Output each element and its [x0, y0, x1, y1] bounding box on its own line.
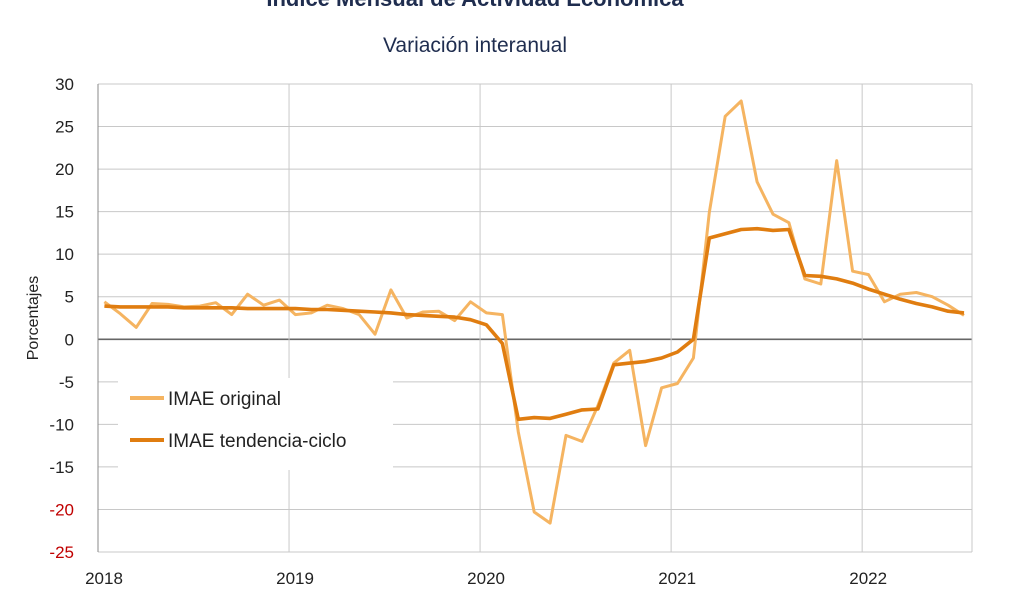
x-tick-label: 2021: [658, 569, 696, 588]
y-tick-label: 20: [55, 160, 74, 179]
y-tick-label: 30: [55, 75, 74, 94]
series-points-1: [104, 228, 965, 420]
y-tick-label: -5: [59, 373, 74, 392]
series-lines: [103, 99, 965, 525]
x-tick-label: 2022: [849, 569, 887, 588]
x-tick-label: 2018: [85, 569, 123, 588]
chart-title: Índice Mensual de Actividad Económica: [0, 0, 950, 12]
y-tick-label: 5: [65, 288, 74, 307]
grid-lines: [97, 83, 973, 553]
chart-subtitle: Variación interanual: [382, 34, 568, 57]
y-tick-label: 0: [65, 330, 74, 349]
legend-label-imae-original: IMAE original: [168, 389, 281, 410]
y-tick-label: 25: [55, 118, 74, 137]
y-axis-ticks: 30 25 20 15 10 5 0 -5 -10 -15 -20 -25: [49, 75, 74, 562]
y-axis-label: Porcentajes: [25, 276, 42, 361]
legend-background: [118, 378, 393, 470]
legend: IMAE original IMAE tendencia-ciclo: [118, 378, 393, 470]
x-axis-ticks: 2018 2019 2020 2021 2022: [85, 569, 887, 588]
y-tick-label: -25: [49, 543, 74, 562]
y-tick-label: 10: [55, 245, 74, 264]
x-tick-label: 2019: [276, 569, 314, 588]
y-tick-label: -15: [49, 458, 74, 477]
y-tick-label: -10: [49, 415, 74, 434]
y-tick-label: -20: [49, 500, 74, 519]
legend-label-imae-tendencia-ciclo: IMAE tendencia-ciclo: [168, 431, 346, 452]
x-tick-label: 2020: [467, 569, 505, 588]
y-tick-label: 15: [55, 203, 74, 222]
